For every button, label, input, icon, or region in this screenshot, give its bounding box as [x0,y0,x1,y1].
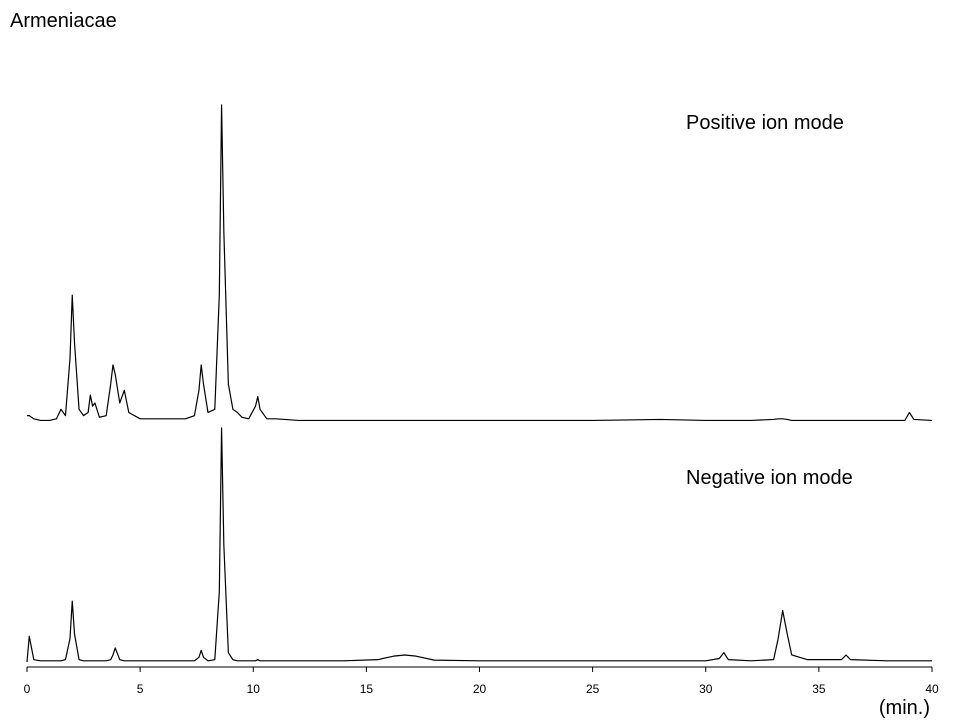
x-tick-label: 20 [473,682,487,696]
x-axis-label: (min.) [879,697,930,719]
x-tick-label: 0 [24,682,31,696]
trace-label: Negative ion mode [686,467,853,489]
x-tick-label: 25 [586,682,600,696]
chart-title: Armeniacae [10,10,117,32]
x-tick-label: 10 [247,682,261,696]
trace [27,104,933,422]
x-tick-label: 30 [699,682,713,696]
x-tick-label: 40 [925,682,939,696]
trace-label: Positive ion mode [686,112,844,134]
x-tick-label: 5 [137,682,144,696]
x-tick-label: 15 [360,682,374,696]
x-tick-label: 35 [812,682,826,696]
trace [26,427,932,663]
